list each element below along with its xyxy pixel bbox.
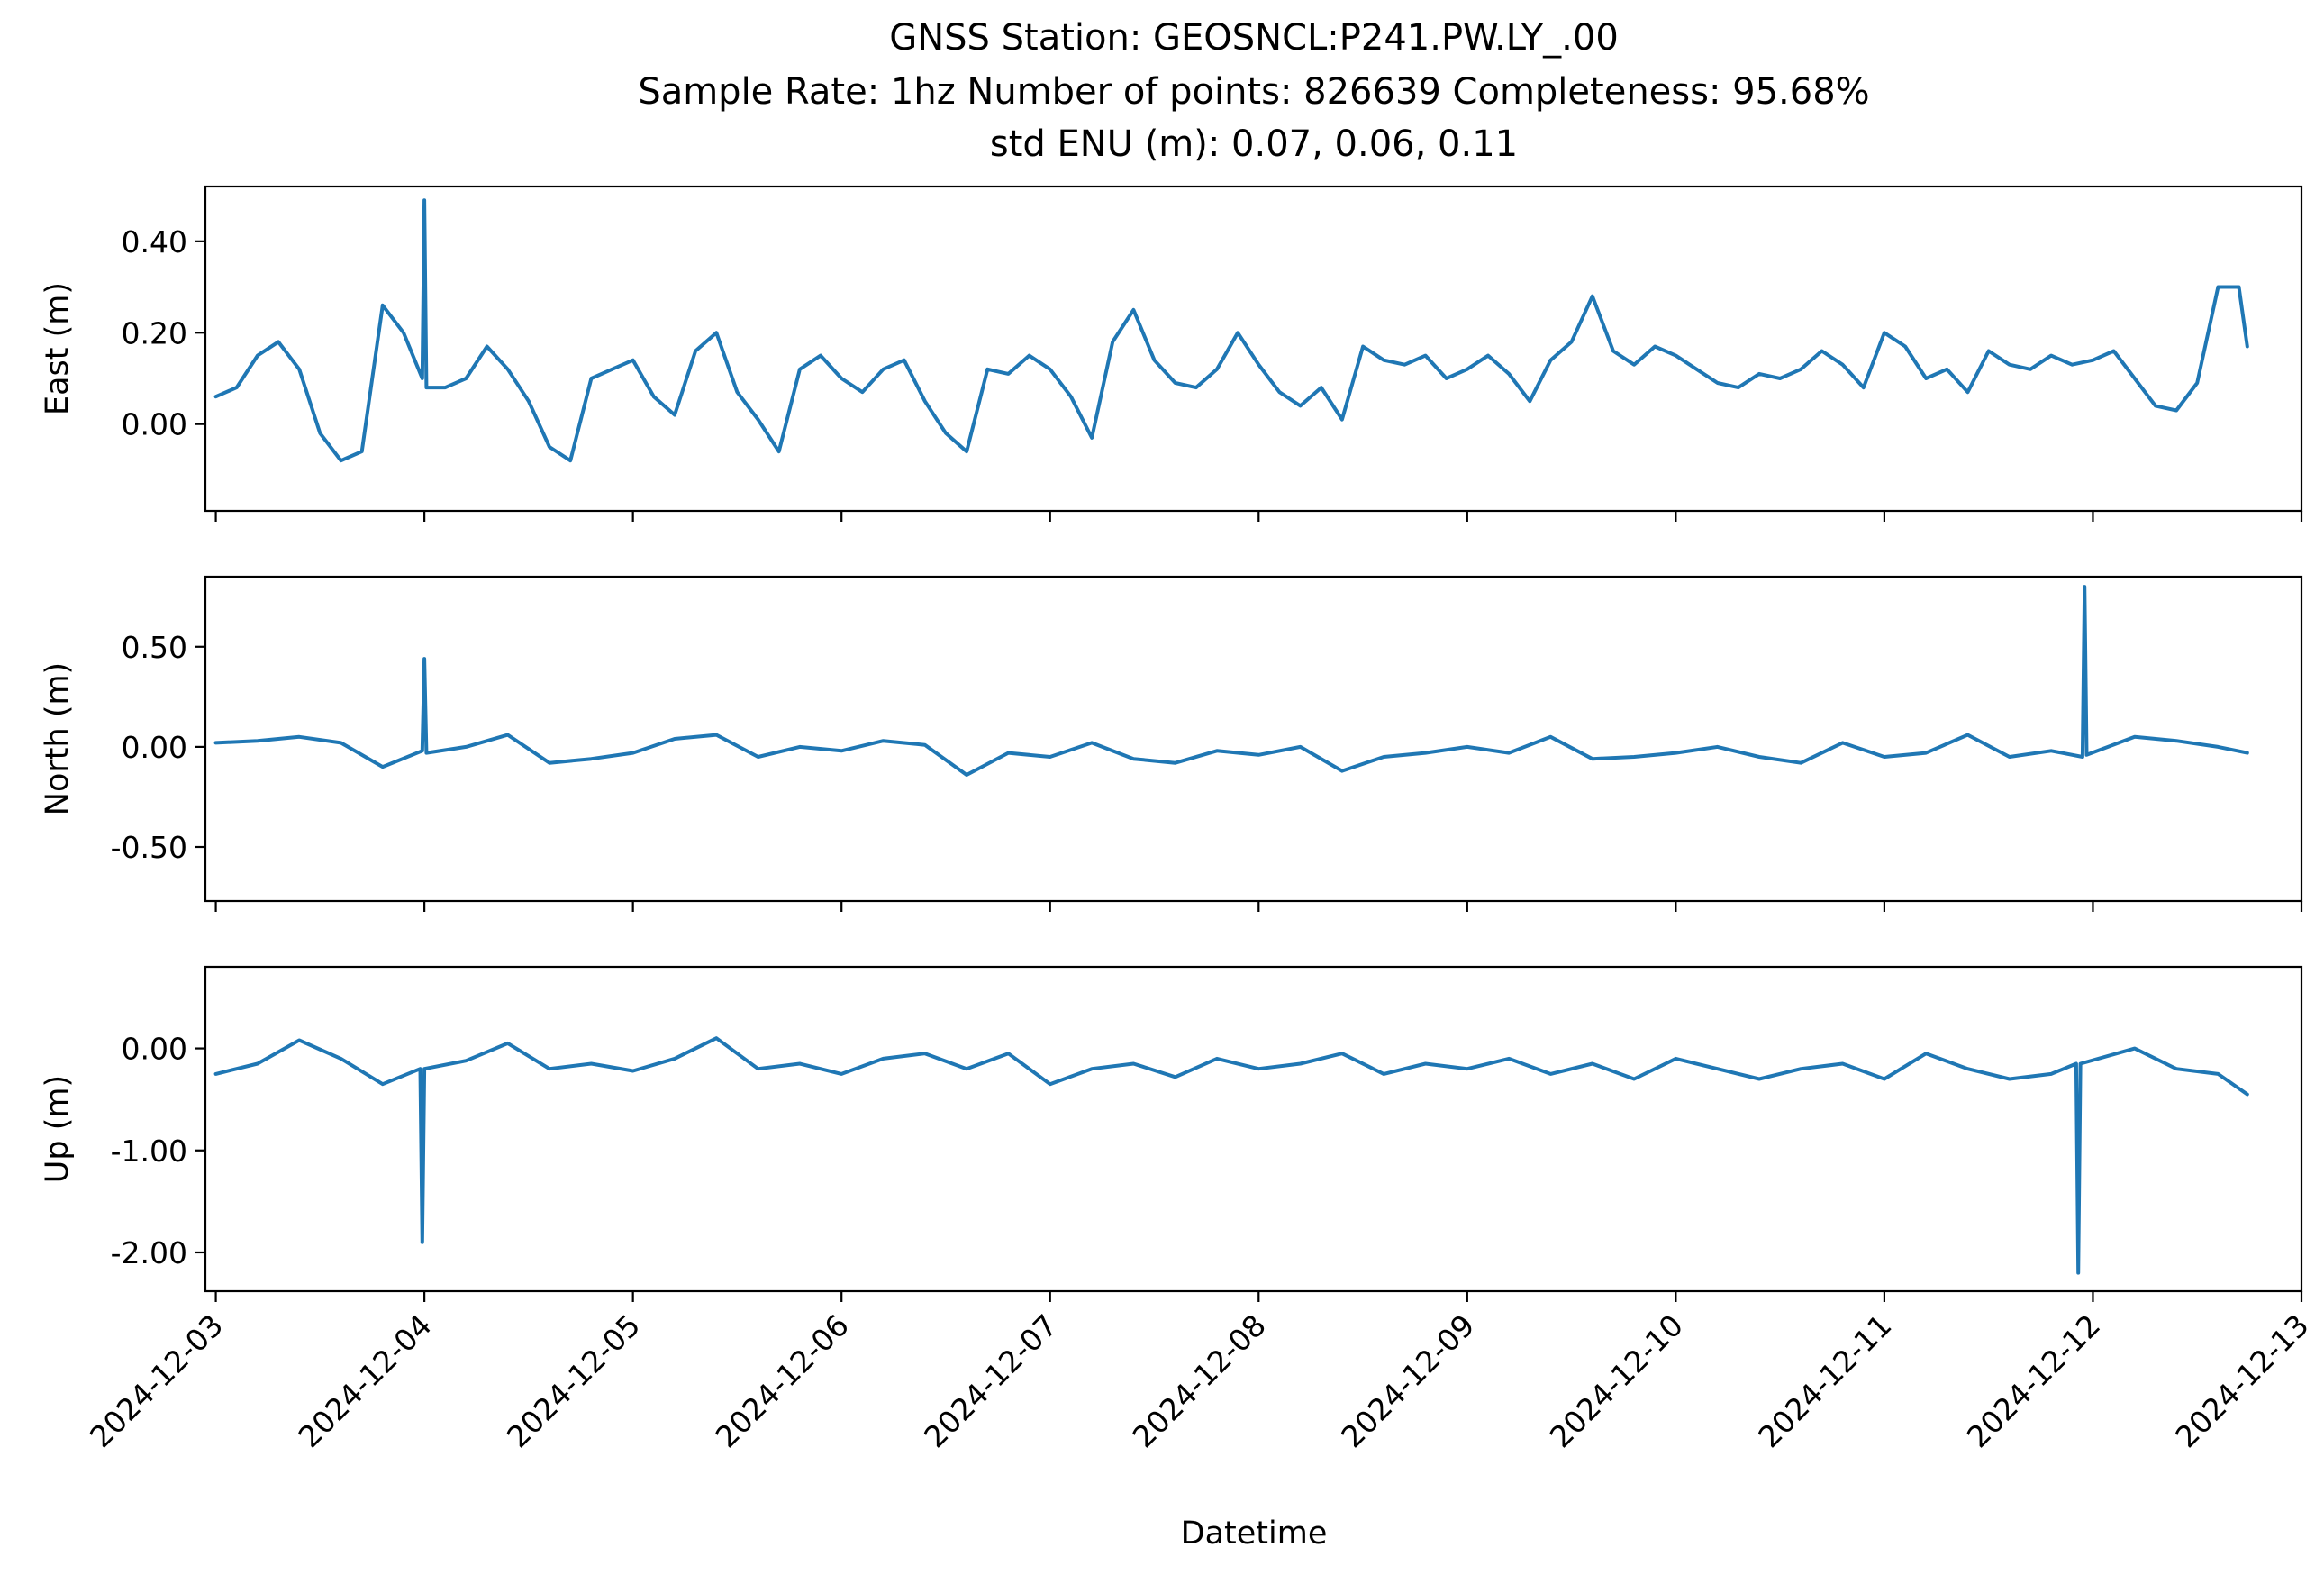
north-axes-frame (204, 575, 2303, 903)
figure-title-line-1: GNSS Station: GEOSNCL:P241.PW.LY_.00 (889, 17, 1619, 59)
east-y-axis-label: East (m) (40, 282, 76, 415)
up-y-tick-label: -2.00 (111, 1235, 187, 1270)
east-panel: 0.00 0.20 0.40 East (m) (40, 185, 2303, 522)
x-axis-label: Datetime (1181, 1516, 1328, 1552)
north-y-tick-label: 0.00 (122, 730, 187, 765)
east-y-tick-label: 0.40 (122, 224, 187, 259)
north-panel: -0.50 0.00 0.50 North (m) (40, 575, 2303, 912)
figure-title-line-2: Sample Rate: 1hz Number of points: 82663… (638, 71, 1869, 113)
east-series-line (213, 198, 2249, 463)
up-axes-frame (204, 965, 2303, 1293)
up-y-axis-label: Up (m) (40, 1075, 76, 1183)
north-y-axis-label: North (m) (40, 662, 76, 815)
north-y-tick-label: -0.50 (111, 830, 187, 865)
up-series-line (213, 1036, 2249, 1275)
north-y-tick-label: 0.50 (122, 630, 187, 665)
up-y-tick-label: -1.00 (111, 1133, 187, 1169)
figure-title-line-3: std ENU (m): 0.07, 0.06, 0.11 (990, 123, 1518, 165)
east-axes-frame (204, 185, 2303, 513)
east-y-tick-label: 0.20 (122, 315, 187, 351)
north-series-line (213, 585, 2249, 777)
up-y-tick-label: 0.00 (122, 1032, 187, 1067)
east-y-tick-label: 0.00 (122, 407, 187, 442)
